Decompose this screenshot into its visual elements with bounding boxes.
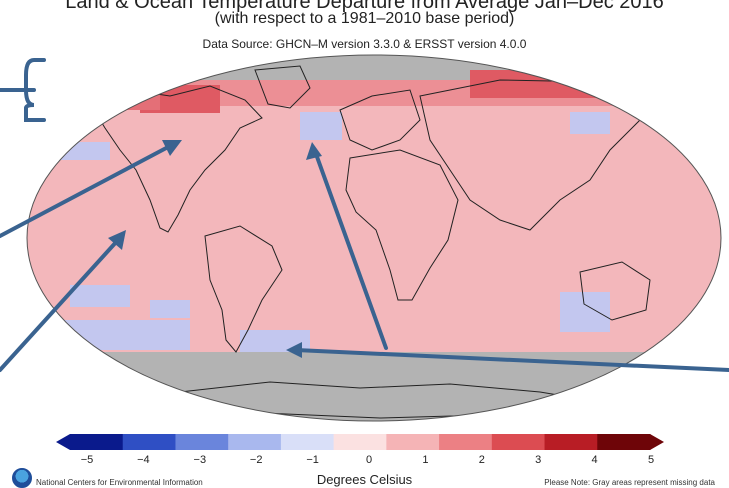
greenland-outline [254, 65, 311, 109]
colorbar-segment [122, 434, 176, 450]
colorbar-tick-label: 5 [647, 454, 655, 466]
arrowheads [108, 140, 322, 358]
colorbar-segment [386, 434, 440, 450]
map-title: Land & Ocean Temperature Departure from … [65, 0, 664, 13]
colorbar-tick-label: 3 [535, 454, 542, 466]
colorbar-tick-label: −3 [193, 454, 207, 466]
colorbar-segment [597, 434, 651, 450]
southern-ocean-cool-patch [560, 292, 610, 332]
colorbar-max-extension [650, 434, 664, 450]
arrowhead-north-america [162, 140, 182, 156]
colorbar-label: Degrees Celsius [316, 472, 413, 487]
map-body [27, 55, 721, 421]
arrowhead-north-atlantic [306, 142, 322, 160]
north-pacific-cool-patch [48, 142, 110, 160]
siberia-hot-spot [470, 70, 620, 98]
colorbar-segment [70, 434, 124, 450]
colorbar-segment [544, 434, 598, 450]
arrowhead-south-atlantic [286, 342, 302, 358]
agency-name: National Centers for Environmental Infor… [36, 478, 203, 487]
globe-outline [26, 54, 722, 422]
data-source: Data Source: GHCN–M version 3.3.0 & ERSS… [202, 37, 527, 51]
southern-ocean-cool-patch [240, 330, 310, 352]
map-subtitle: (with respect to a 1981–2010 base period… [214, 10, 515, 27]
colorbar-tick-label: 1 [422, 454, 429, 466]
australia-outline [579, 261, 651, 321]
noaa-logo [12, 468, 32, 488]
alaska-hot-spot [90, 84, 160, 110]
south-america-outline [204, 225, 283, 353]
arrow-to-pacific [0, 238, 120, 372]
europe-outline [339, 89, 421, 151]
africa-outline [345, 149, 459, 301]
east-asia-cool-patch [570, 112, 610, 134]
colorbar-segment [228, 434, 282, 450]
arrowhead-pacific [108, 230, 126, 250]
north-atlantic-cool-patch [300, 112, 342, 140]
colorbar-tick-label: −2 [249, 454, 263, 466]
southern-ocean-cool-patch [50, 320, 190, 350]
colorbar [56, 434, 664, 450]
south-pacific-cool-patch [70, 285, 130, 307]
arctic-warm-band [27, 80, 721, 106]
colorbar-tick-label: 0 [365, 454, 373, 466]
colorbar-tick-label: 4 [591, 454, 598, 466]
south-pacific-cool-patch [150, 300, 190, 318]
colorbar-tick-label: −1 [306, 454, 319, 466]
missing-data-note: Please Note: Gray areas represent missin… [544, 478, 715, 487]
colorbar-segment [333, 434, 387, 450]
arrow-to-north-america [0, 144, 172, 238]
colorbar-tick-label: −5 [80, 454, 94, 466]
colorbar-segment [175, 434, 229, 450]
colorbar-segment [439, 434, 493, 450]
colorbar-tick-label: −4 [137, 454, 150, 466]
colorbar-min-extension [56, 434, 70, 450]
bracket-annotation [0, 58, 46, 122]
colorbar-tick-label: 2 [478, 454, 485, 466]
arrow-to-south-atlantic [294, 348, 729, 372]
colorbar-segment [280, 434, 335, 450]
colorbar-segment [491, 434, 546, 450]
annotation-overlay [0, 58, 729, 372]
arrow-to-north-atlantic [314, 152, 388, 350]
